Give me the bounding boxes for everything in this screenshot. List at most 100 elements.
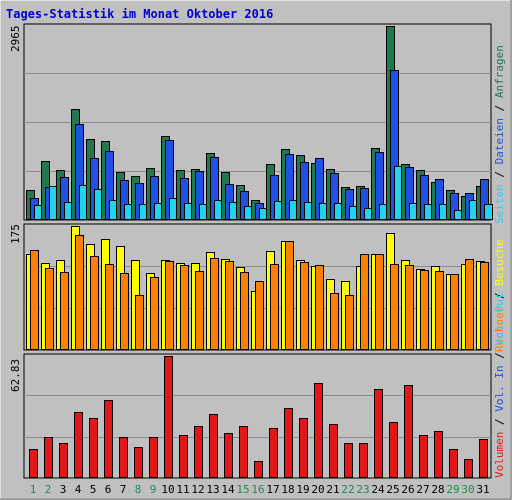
bar-hosts-day-16 xyxy=(255,281,264,350)
bar-volume-day-9 xyxy=(149,437,158,478)
x-tick-label-24: 24 xyxy=(371,483,385,496)
legend-vol-in: Vol. In xyxy=(493,365,506,411)
x-tick-label-27: 27 xyxy=(416,483,429,496)
middle-ymax-label: 175 xyxy=(9,224,22,244)
bar-volume-day-30 xyxy=(464,459,473,478)
bar-hosts-day-2 xyxy=(45,268,54,350)
legend-visits: Besuche xyxy=(493,239,506,285)
legend-sep-3: / xyxy=(493,292,506,299)
bar-hosts-day-5 xyxy=(90,256,99,350)
legend-bottom: Volumen / Vol. In / Vol. Out xyxy=(493,293,506,478)
x-tick-label-5: 5 xyxy=(90,483,97,496)
bar-volume-day-10 xyxy=(164,356,173,478)
x-tick-label-10: 10 xyxy=(161,483,174,496)
bar-volume-day-15 xyxy=(239,426,248,478)
legend-middle: Rechner / Besuche xyxy=(493,239,506,352)
bar-volume-day-13 xyxy=(209,414,218,478)
x-tick-label-19: 19 xyxy=(296,483,309,496)
x-tick-label-8: 8 xyxy=(135,483,142,496)
bar-hosts-day-14 xyxy=(225,261,234,350)
bar-hosts-day-8 xyxy=(135,295,144,350)
bar-hosts-day-27 xyxy=(420,270,429,350)
bar-hosts-day-23 xyxy=(360,254,369,350)
x-tick-label-9: 9 xyxy=(150,483,157,496)
bar-volume-day-3 xyxy=(59,443,68,478)
bar-volume-day-20 xyxy=(314,383,323,478)
x-tick-label-28: 28 xyxy=(431,483,444,496)
x-tick-label-4: 4 xyxy=(75,483,82,496)
bar-hosts-day-17 xyxy=(270,264,279,350)
bar-hosts-day-26 xyxy=(405,265,414,350)
svg-text:Volumen / Vol. In: Volumen / Vol. In / Vol. Out xyxy=(493,293,506,478)
bar-volume-day-23 xyxy=(359,443,368,478)
x-tick-label-6: 6 xyxy=(105,483,112,496)
legend-sep-1: / xyxy=(493,171,506,178)
x-tick-label-7: 7 xyxy=(120,483,127,496)
bar-hosts-day-1 xyxy=(30,250,39,350)
legend-vol-out: Vol. Out xyxy=(493,293,506,346)
bar-volume-day-28 xyxy=(434,431,443,478)
bar-volume-day-4 xyxy=(74,412,83,478)
bar-volume-day-6 xyxy=(104,400,113,478)
x-tick-label-15: 15 xyxy=(236,483,249,496)
bar-hosts-day-22 xyxy=(345,295,354,350)
x-tick-label-21: 21 xyxy=(326,483,339,496)
bar-hosts-day-25 xyxy=(390,264,399,350)
bar-hosts-day-3 xyxy=(60,272,69,350)
x-tick-label-17: 17 xyxy=(266,483,279,496)
panel-top xyxy=(23,23,493,221)
bar-pages-day-31 xyxy=(484,204,493,220)
bar-hosts-day-29 xyxy=(450,274,459,350)
x-tick-label-1: 1 xyxy=(30,483,37,496)
bar-volume-day-25 xyxy=(389,422,398,478)
bar-volume-day-31 xyxy=(479,439,488,478)
bar-hosts-day-11 xyxy=(180,265,189,350)
x-tick-label-29: 29 xyxy=(446,483,459,496)
bar-hosts-day-21 xyxy=(330,293,339,350)
legend-volume: Volumen xyxy=(493,432,506,478)
bar-volume-day-5 xyxy=(89,418,98,478)
bar-volume-day-21 xyxy=(329,424,338,478)
svg-text:Rechner / Besuche: Rechner / Besuche xyxy=(493,239,506,352)
x-tick-label-2: 2 xyxy=(45,483,52,496)
bar-volume-day-2 xyxy=(44,437,53,478)
bar-hosts-day-9 xyxy=(150,277,159,350)
bar-volume-day-14 xyxy=(224,433,233,478)
bar-hosts-day-12 xyxy=(195,271,204,350)
bar-volume-day-18 xyxy=(284,408,293,478)
x-tick-label-11: 11 xyxy=(176,483,189,496)
x-tick-label-3: 3 xyxy=(60,483,67,496)
bar-hosts-day-13 xyxy=(210,258,219,350)
x-tick-label-30: 30 xyxy=(461,483,474,496)
bar-hosts-day-18 xyxy=(285,241,294,350)
top-ymax-label: 2965 xyxy=(9,26,22,53)
x-tick-label-16: 16 xyxy=(251,483,264,496)
bar-hosts-day-28 xyxy=(435,271,444,350)
x-tick-label-26: 26 xyxy=(401,483,414,496)
bar-volume-day-12 xyxy=(194,426,203,478)
x-axis-labels: 1 2 3 4 5 6 7 8 9 10 11 12 13 14 15 16 17 18 19 20 21 22 23 24 2… xyxy=(30,483,490,496)
bar-volume-day-27 xyxy=(419,435,428,478)
bar-hosts-day-10 xyxy=(165,261,174,350)
bar-volume-day-17 xyxy=(269,428,278,478)
legend-hits: Anfragen xyxy=(493,45,506,98)
bar-hosts-day-15 xyxy=(240,272,249,350)
bar-volume-day-16 xyxy=(254,461,263,478)
bar-volume-day-1 xyxy=(29,449,38,478)
x-tick-label-31: 31 xyxy=(476,483,489,496)
panel-bottom xyxy=(23,353,492,479)
bar-volume-day-22 xyxy=(344,443,353,478)
chart-title: Tages-Statistik im Monat Oktober 2016 xyxy=(6,7,273,21)
x-tick-label-22: 22 xyxy=(341,483,354,496)
panel-middle xyxy=(23,223,492,351)
legend-sep-5: / xyxy=(493,352,506,359)
legend-pages: Seiten xyxy=(493,184,506,224)
bar-volume-day-19 xyxy=(299,418,308,478)
bar-hosts-day-7 xyxy=(120,273,129,350)
bar-hosts-day-4 xyxy=(75,235,84,350)
bottom-ymax-label: 62.83 xyxy=(9,359,22,392)
x-tick-label-20: 20 xyxy=(311,483,324,496)
bar-hosts-day-30 xyxy=(465,259,474,350)
legend-top: Seiten / Dateien / Anfragen xyxy=(493,45,506,224)
